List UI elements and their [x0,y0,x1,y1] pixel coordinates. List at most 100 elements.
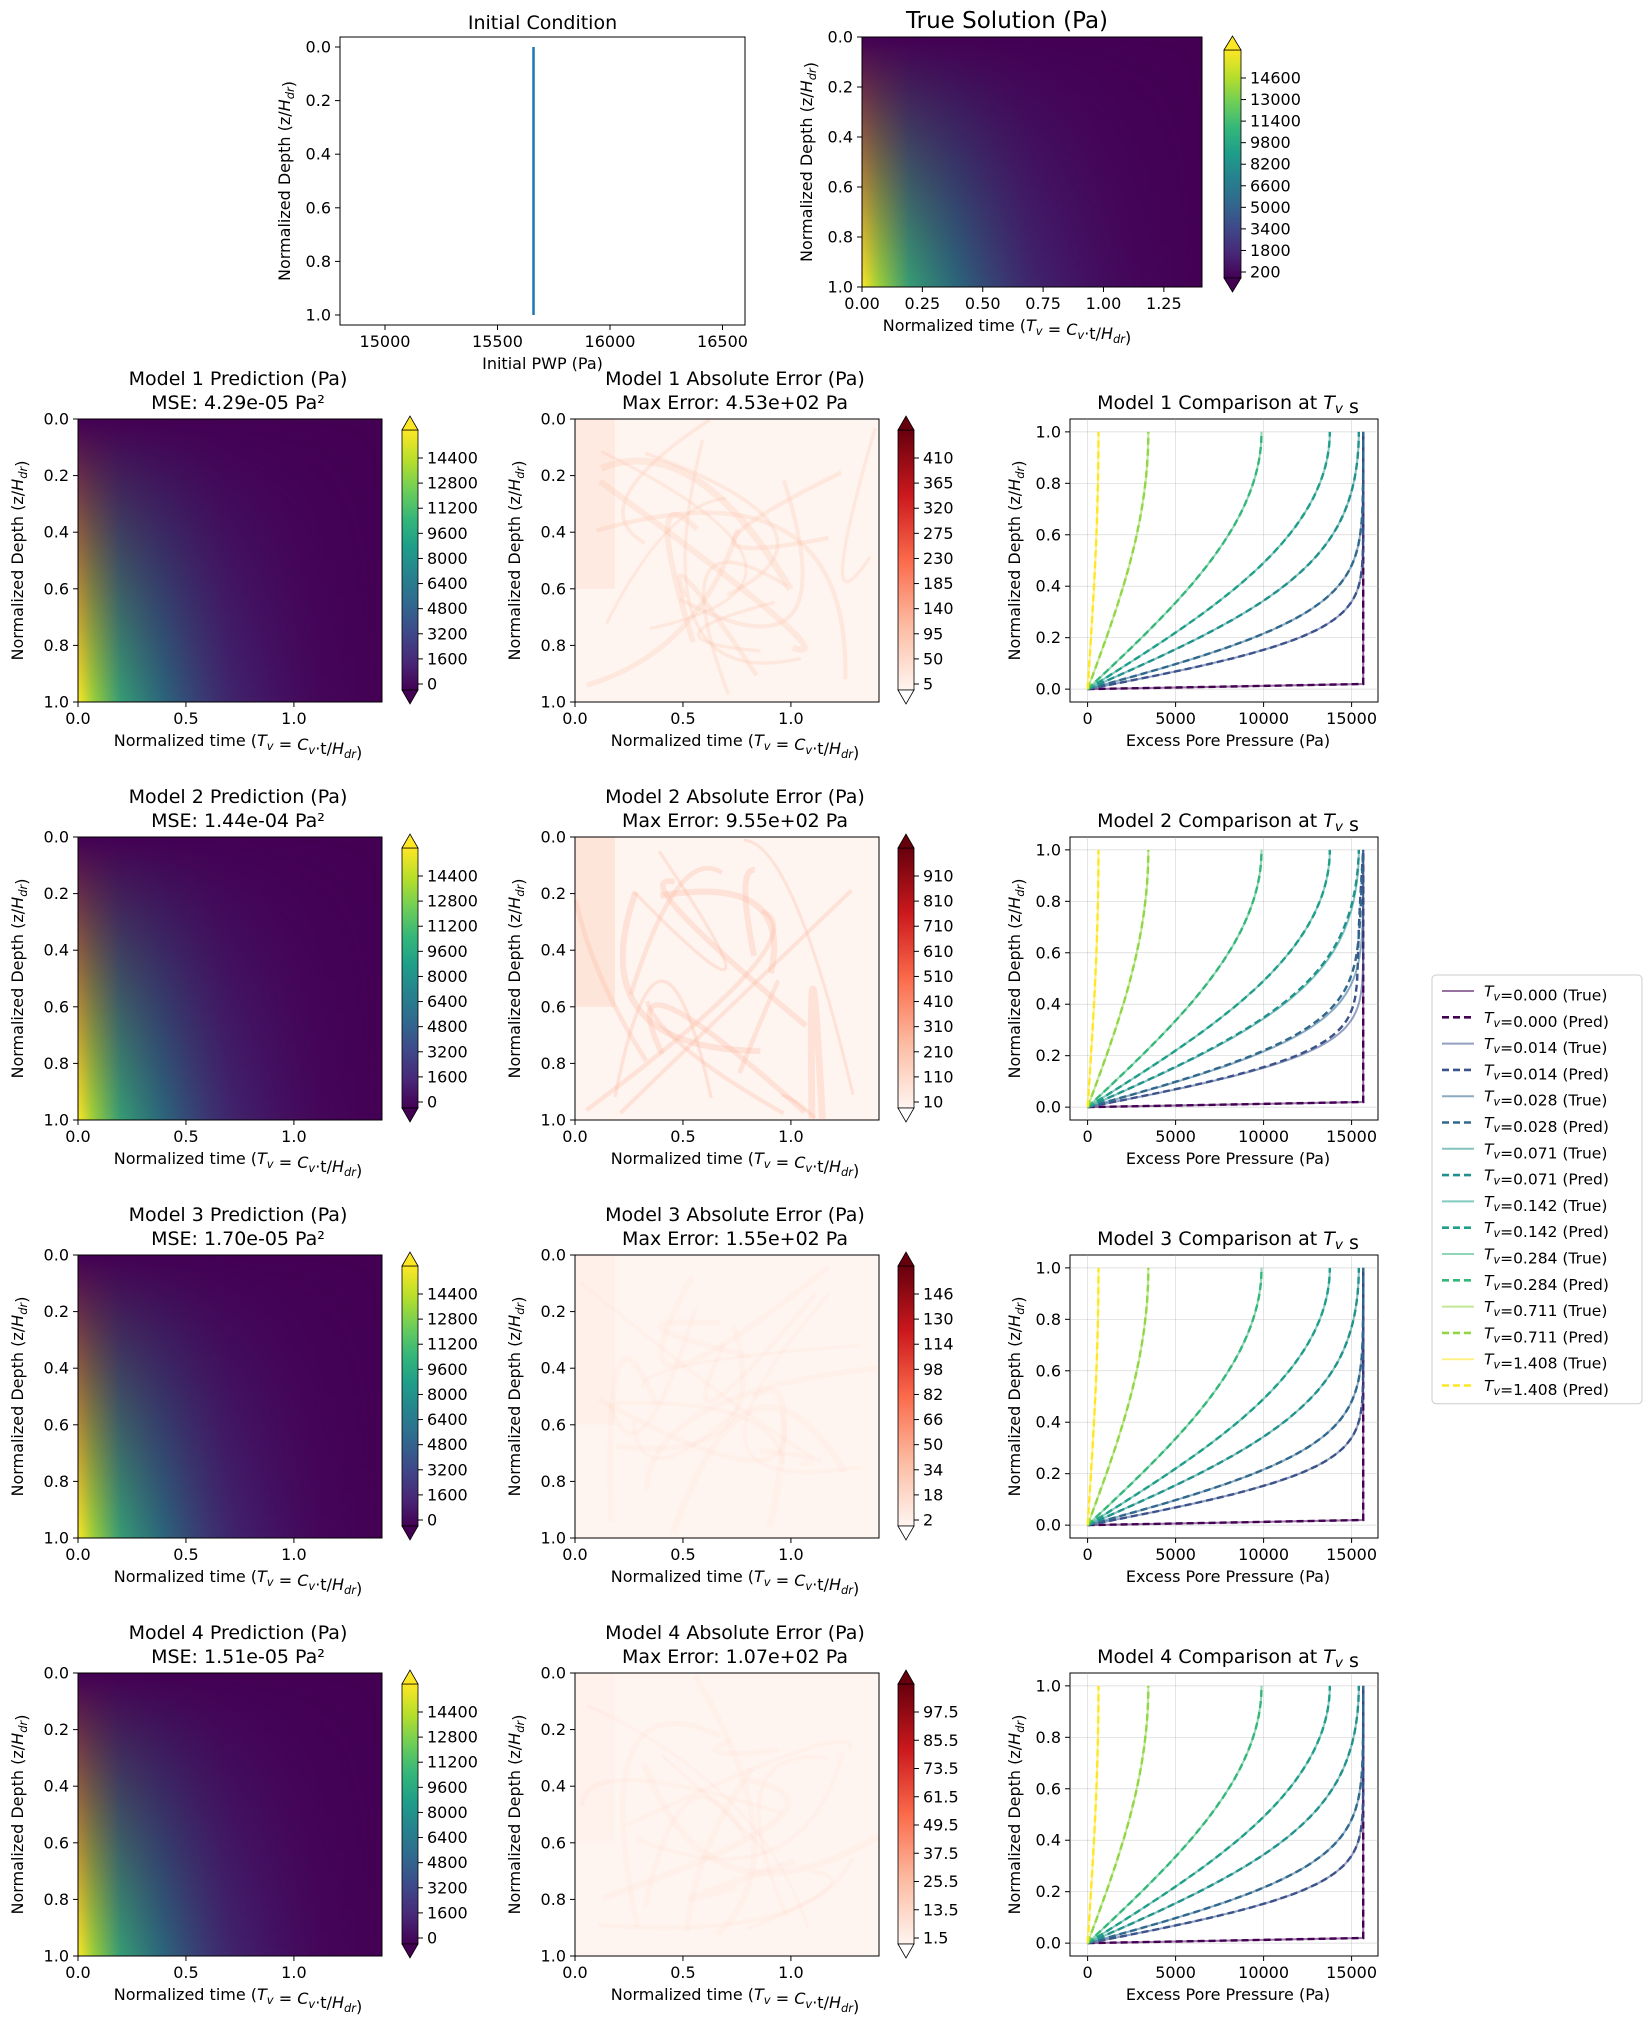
error-streak [701,560,788,696]
colorbar-tick-label: 14400 [427,449,478,468]
error-streak [621,418,712,545]
x-axis-label: Excess Pore Pressure (Pa) [1126,731,1330,750]
colorbar-tick-label: 50 [923,1435,943,1454]
y-tick-label: 0.0 [44,1664,69,1683]
error-streak [586,1703,810,1930]
y-tick-label: 0.4 [541,523,566,542]
colorbar-tick-label: 9600 [427,1360,468,1379]
colorbar [401,847,419,1109]
y-axis-label: Normalized Depth (z/Hdr) [275,81,298,281]
error-streak [696,600,776,653]
legend-label: Tv=0.014 (True) [1484,1035,1607,1057]
x-tick-label: 5000 [1155,1963,1196,1982]
colorbar-tick-label: 85.5 [923,1731,959,1750]
y-axis-label: Normalized Depth (z/Hdr) [505,879,528,1079]
colorbar-tick-label: 510 [923,967,954,986]
model-4-error-panel: Model 4 Absolute Error (Pa)Max Error: 1.… [505,1622,959,2016]
x-tick-label: 0.0 [65,1545,90,1564]
colorbar-tick-label: 6400 [427,1828,468,1847]
axes-frame [77,1254,383,1539]
colorbar-extend-top [897,1669,915,1685]
axes-frame [1069,418,1379,703]
legend-label: Tv=0.142 (Pred) [1484,1219,1609,1241]
pred-curve-tv-0.284 [1086,1685,1263,1944]
y-tick-label: 1.0 [44,693,69,712]
error-streak [599,457,794,592]
x-tick-label: 0.0 [65,1963,90,1982]
error-streak [642,1794,748,1909]
x-tick-label: 15000 [1326,1545,1377,1564]
y-tick-label: 0.2 [1036,1046,1061,1065]
panel-title: Model 4 Comparison at Tv s [1097,1646,1359,1672]
error-streak [598,478,808,653]
colorbar-tick-label: 14400 [427,1703,478,1722]
panel-subtitle: MSE: 4.29e-05 Pa² [151,392,325,414]
y-tick-label: 0.0 [1036,1098,1061,1117]
model-1-error-panel: Model 1 Absolute Error (Pa)Max Error: 4.… [505,368,954,762]
y-tick-label: 0.2 [1036,628,1061,647]
error-streak [743,838,855,1095]
y-tick-label: 1.0 [828,278,853,297]
colorbar-extend-top [1223,35,1242,51]
colorbar-tick-label: 37.5 [923,1844,959,1863]
error-streak [595,510,848,680]
colorbar-tick-label: 1800 [1250,241,1291,260]
panel-title: Model 3 Comparison at Tv s [1097,1228,1359,1254]
colorbar-tick-label: 13.5 [923,1900,959,1919]
error-streak [620,1720,722,1928]
colorbar-extend-bottom [401,1525,419,1541]
model-3-error-panel: Model 3 Absolute Error (Pa)Max Error: 1.… [505,1204,954,1598]
model-2-comparison-panel: Model 2 Comparison at Tv s 0 5000 10000 1500… [1005,810,1379,1168]
y-tick-label: 0.0 [541,1664,566,1683]
panel-subtitle: Max Error: 9.55e+02 Pa [622,810,848,832]
x-tick-label: 0.50 [965,294,1001,313]
error-streak [742,1292,862,1474]
pred-curve-tv-0.142 [1086,431,1331,691]
y-axis-label: Normalized Depth (z/Hdr) [1005,461,1028,661]
colorbar-tick-label: 3200 [427,1878,468,1897]
axes-frame [574,1672,880,1957]
y-tick-label: 1.0 [541,1529,566,1548]
x-tick-label: 10000 [1238,709,1289,728]
colorbar-tick-label: 11200 [427,1753,478,1772]
error-streak [731,470,843,551]
y-axis-label: Normalized Depth (z/Hdr) [1005,1715,1028,1915]
colorbar-tick-label: 110 [923,1067,954,1086]
colorbar-tick-label: 12800 [427,892,478,911]
panel-title: Model 1 Absolute Error (Pa) [605,368,865,390]
pred-curve-tv-0.284 [1086,1267,1263,1526]
x-axis-label: Normalized time (Tv = Cv·t/Hdr) [611,1985,860,2016]
colorbar-tick-label: 2 [923,1511,933,1530]
y-tick-label: 0.0 [541,1246,566,1265]
pred-curve-tv-0.711 [1086,849,1150,1108]
error-streak [692,1674,758,1937]
x-tick-label: 1.0 [281,1963,306,1982]
y-tick-label: 0.6 [44,579,69,598]
colorbar-tick-label: 1600 [427,1485,468,1504]
colorbar-extend-bottom [401,1943,419,1959]
true-solution-panel: True Solution (Pa) 0.0 0.2 0.4 0.6 0.8 1.00.00… [797,8,1301,347]
panel-title: Model 1 Prediction (Pa) [129,368,348,390]
pred-curve-tv-0.028 [1087,431,1365,691]
x-tick-label: 0.0 [65,709,90,728]
error-streak [601,1776,791,1902]
x-tick-label: 10000 [1238,1545,1289,1564]
x-tick-label: 5000 [1155,1127,1196,1146]
x-tick-label: 15000 [360,332,411,351]
colorbar-extend-bottom [897,1943,915,1959]
x-tick-label: 0.5 [670,1963,695,1982]
legend-label: Tv=0.071 (True) [1484,1140,1607,1162]
y-tick-label: 0.4 [1036,1413,1061,1432]
colorbar-tick-label: 230 [923,549,954,568]
pred-curve-tv-1.408 [1086,1267,1100,1526]
error-streak [659,1753,767,1855]
legend-label: Tv=0.028 (True) [1484,1088,1607,1110]
colorbar-tick-label: 14600 [1250,69,1301,88]
y-tick-label: 0.4 [541,1359,566,1378]
x-axis-label: Normalized time (Tv = Cv·t/Hdr) [114,1985,363,2016]
colorbar-tick-label: 0 [427,1929,437,1948]
panel-title: Model 2 Comparison at Tv s [1097,810,1359,836]
colorbar-tick-label: 9600 [427,524,468,543]
y-tick-label: 1.0 [1036,422,1061,441]
error-streak [756,1754,828,1917]
